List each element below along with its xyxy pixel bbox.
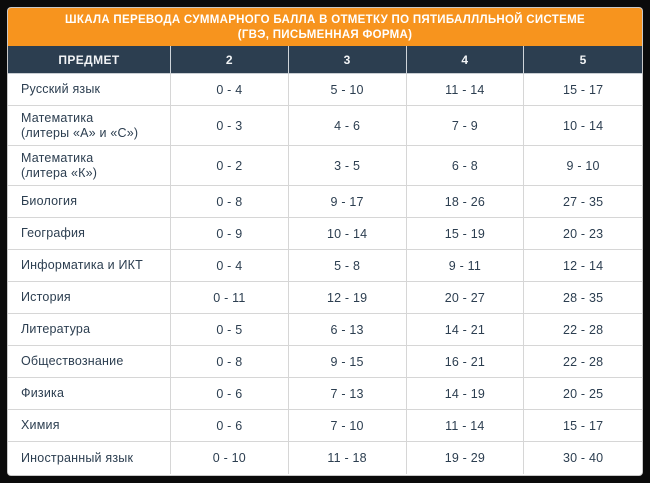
subject-cell: Математика (литера «К») <box>8 146 171 185</box>
subject-label: География <box>21 226 86 240</box>
score-range-cell: 6 - 13 <box>289 314 407 345</box>
subject-label: История <box>21 290 71 304</box>
score-range-cell: 15 - 17 <box>562 82 604 97</box>
score-range-cell: 10 - 14 <box>562 118 604 133</box>
table-row: География 0 - 9 10 - 14 15 - 19 20 - 23 <box>8 218 642 250</box>
subject-label: Химия <box>21 418 60 432</box>
score-range-cell: 16 - 21 <box>407 346 525 377</box>
subject-label: Математика <box>21 110 94 125</box>
column-header-subject: ПРЕДМЕТ <box>8 46 171 73</box>
column-header-grade-5: 5 <box>579 52 587 67</box>
score-range-cell: 9 - 15 <box>289 346 407 377</box>
page-title-line2: (ГВЭ, ПИСЬМЕННАЯ ФОРМА) <box>237 28 413 41</box>
score-conversion-panel: ШКАЛА ПЕРЕВОДА СУММАРНОГО БАЛЛА В ОТМЕТК… <box>8 8 642 475</box>
score-range-cell: 7 - 13 <box>289 378 407 409</box>
score-range-cell: 0 - 11 <box>171 282 289 313</box>
subject-label: Информатика и ИКТ <box>21 258 143 272</box>
score-range-cell: 19 - 29 <box>407 442 525 474</box>
score-range-cell: 7 - 10 <box>289 410 407 441</box>
score-range-cell: 0 - 5 <box>171 314 289 345</box>
score-range-cell: 0 - 4 <box>171 74 289 105</box>
subject-label: Математика <box>21 150 94 165</box>
subject-label: Русский язык <box>21 82 101 96</box>
score-range-cell: 9 - 17 <box>289 186 407 217</box>
score-range-cell: 20 - 23 <box>562 226 604 241</box>
score-range-cell: 30 - 40 <box>562 451 604 465</box>
column-header-grade-4: 4 <box>407 46 525 73</box>
subject-cell: География <box>8 218 171 249</box>
subject-label: Обществознание <box>21 354 124 368</box>
subject-cell: Биология <box>8 186 171 217</box>
score-range-cell: 0 - 9 <box>171 218 289 249</box>
score-range-cell: 12 - 19 <box>289 282 407 313</box>
score-range-cell: 18 - 26 <box>407 186 525 217</box>
subject-cell: История <box>8 282 171 313</box>
score-range-cell: 15 - 17 <box>562 418 604 433</box>
score-range-cell: 4 - 6 <box>289 106 407 145</box>
score-range-cell: 10 - 14 <box>289 218 407 249</box>
score-range-cell: 27 - 35 <box>562 194 604 209</box>
score-range-cell: 5 - 10 <box>289 74 407 105</box>
score-range-cell: 14 - 21 <box>407 314 525 345</box>
score-range-cell: 11 - 14 <box>407 410 525 441</box>
subject-cell: Литература <box>8 314 171 345</box>
subject-label: Литература <box>21 322 91 336</box>
subject-label: (литера «К») <box>21 165 98 180</box>
score-range-cell: 11 - 14 <box>407 74 525 105</box>
score-range-cell: 11 - 18 <box>289 442 407 474</box>
subject-label: Иностранный язык <box>21 450 134 465</box>
score-range-cell: 0 - 10 <box>171 442 289 474</box>
score-range-cell: 0 - 6 <box>171 378 289 409</box>
score-range-cell: 15 - 19 <box>407 218 525 249</box>
score-range-cell: 7 - 9 <box>407 106 525 145</box>
subject-cell: Химия <box>8 410 171 441</box>
subject-cell: Обществознание <box>8 346 171 377</box>
subject-cell: Информатика и ИКТ <box>8 250 171 281</box>
subject-label: (литеры «А» и «С») <box>21 125 139 140</box>
subject-cell: Математика (литеры «А» и «С») <box>8 106 171 145</box>
subject-label: Физика <box>21 386 65 400</box>
score-range-cell: 9 - 11 <box>407 250 525 281</box>
title-banner: ШКАЛА ПЕРЕВОДА СУММАРНОГО БАЛЛА В ОТМЕТК… <box>8 8 642 46</box>
score-range-cell: 9 - 10 <box>566 158 600 173</box>
column-header-grade-2: 2 <box>171 46 289 73</box>
score-range-cell: 0 - 2 <box>171 146 289 185</box>
score-range-cell: 3 - 5 <box>289 146 407 185</box>
page-title-line1: ШКАЛА ПЕРЕВОДА СУММАРНОГО БАЛЛА В ОТМЕТК… <box>65 13 585 26</box>
score-range-cell: 22 - 28 <box>562 322 604 337</box>
subject-cell: Физика <box>8 378 171 409</box>
score-range-cell: 0 - 8 <box>171 186 289 217</box>
score-range-cell: 5 - 8 <box>289 250 407 281</box>
table-header-row: ПРЕДМЕТ 2 3 4 5 <box>8 46 642 74</box>
subject-cell: Русский язык <box>8 74 171 105</box>
score-range-cell: 6 - 8 <box>407 146 525 185</box>
score-range-cell: 20 - 25 <box>562 386 604 401</box>
subject-cell: Иностранный язык <box>8 442 171 474</box>
subject-label: Биология <box>21 194 78 208</box>
score-range-cell: 0 - 6 <box>171 410 289 441</box>
score-range-cell: 12 - 14 <box>562 258 604 273</box>
column-header-grade-3: 3 <box>289 46 407 73</box>
score-range-cell: 20 - 27 <box>407 282 525 313</box>
table-row: Иностранный язык 0 - 10 11 - 18 19 - 29 30 -… <box>8 442 642 474</box>
score-range-cell: 0 - 4 <box>171 250 289 281</box>
score-range-cell: 22 - 28 <box>562 354 604 369</box>
table-row: История 0 - 11 12 - 19 20 - 27 28 - 35 <box>8 282 642 314</box>
score-range-cell: 0 - 3 <box>171 106 289 145</box>
score-range-cell: 0 - 8 <box>171 346 289 377</box>
score-range-cell: 14 - 19 <box>407 378 525 409</box>
score-range-cell: 28 - 35 <box>562 290 604 305</box>
